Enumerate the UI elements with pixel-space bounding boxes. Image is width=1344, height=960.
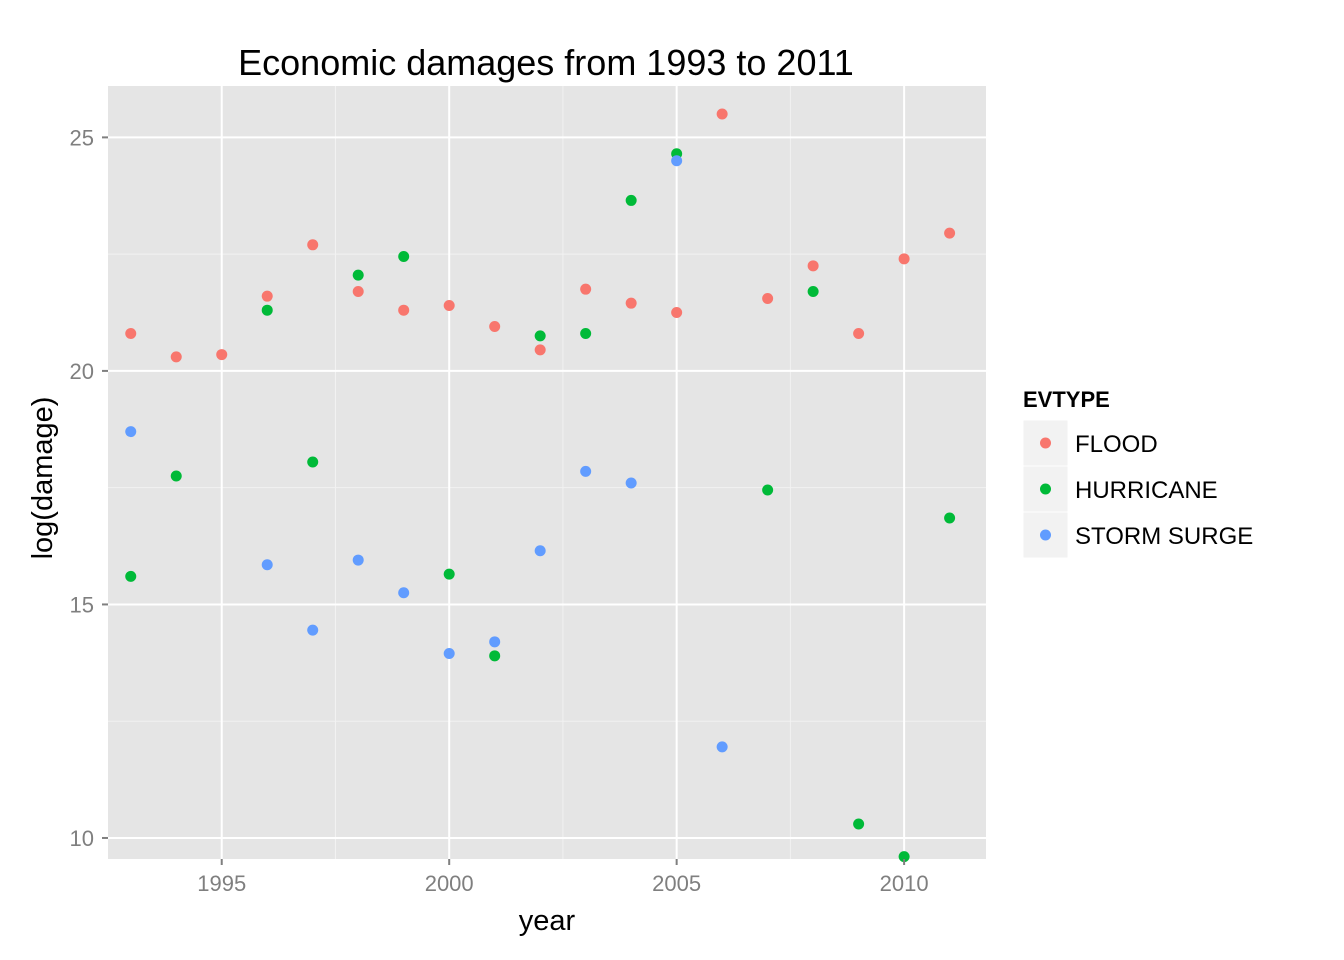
- storm-surge-point: [625, 477, 637, 489]
- hurricane-point: [307, 456, 319, 468]
- storm-surge-point: [534, 545, 546, 557]
- legend-swatch-flood: [1040, 437, 1051, 449]
- legend-label-hurricane: HURRICANE: [1075, 477, 1218, 504]
- hurricane-point: [398, 250, 410, 262]
- hurricane-point: [261, 304, 273, 316]
- x-tick-label: 2000: [425, 871, 474, 896]
- storm-surge-point: [125, 426, 137, 438]
- flood-point: [807, 260, 819, 272]
- minor-gridlines: [108, 86, 986, 859]
- storm-surge-point: [671, 155, 683, 167]
- hurricane-point: [762, 484, 774, 496]
- storm-surge-point: [307, 624, 319, 636]
- x-axis-title: year: [519, 905, 576, 937]
- flood-point: [261, 290, 273, 302]
- flood-point: [853, 328, 865, 340]
- y-axis-ticks: 10 15 20 25: [70, 125, 108, 851]
- flood-point: [762, 293, 774, 305]
- storm-surge-point: [398, 587, 410, 599]
- flood-point: [443, 300, 455, 312]
- flood-point: [125, 328, 137, 340]
- storm-surge-point: [580, 465, 592, 477]
- storm-surge-point: [489, 636, 501, 648]
- flood-point: [307, 239, 319, 251]
- flood-point: [625, 297, 637, 309]
- hurricane-point: [898, 851, 910, 863]
- storm-surge-point: [716, 741, 728, 753]
- legend-swatch-storm-surge: [1040, 529, 1051, 541]
- hurricane-point: [170, 470, 182, 482]
- y-tick-label: 20: [70, 359, 94, 384]
- legend: EVTYPE FLOOD HURRICANE STORM SURGE: [1022, 387, 1253, 559]
- legend-swatch-hurricane: [1040, 483, 1051, 495]
- legend-key-hurricane: [1022, 465, 1069, 513]
- flood-point: [170, 351, 182, 363]
- chart-title: Economic damages from 1993 to 2011: [238, 42, 854, 83]
- x-tick-label: 2005: [652, 871, 701, 896]
- hurricane-point: [853, 818, 865, 830]
- x-axis-ticks: 1995 2000 2005 2010: [197, 859, 929, 896]
- hurricane-point: [580, 328, 592, 340]
- storm-surge-point: [261, 559, 273, 571]
- hurricane-point: [534, 330, 546, 342]
- flood-point: [216, 349, 228, 361]
- flood-point: [534, 344, 546, 356]
- y-tick-label: 10: [70, 826, 94, 851]
- storm-surge-point: [352, 554, 364, 566]
- flood-point: [398, 304, 410, 316]
- y-tick-label: 15: [70, 592, 94, 617]
- flood-point: [489, 321, 501, 333]
- data-points: [125, 108, 956, 863]
- legend-label-flood: FLOOD: [1075, 431, 1158, 458]
- flood-point: [580, 283, 592, 295]
- y-axis-title: log(damage): [27, 397, 59, 560]
- hurricane-point: [443, 568, 455, 580]
- hurricane-point: [489, 650, 501, 662]
- flood-point: [671, 307, 683, 319]
- hurricane-point: [352, 269, 364, 281]
- x-tick-label: 2010: [880, 871, 929, 896]
- flood-point: [716, 108, 728, 120]
- x-tick-label: 1995: [197, 871, 246, 896]
- storm-surge-point: [443, 647, 455, 659]
- hurricane-point: [944, 512, 956, 524]
- legend-label-storm-surge: STORM SURGE: [1075, 523, 1253, 550]
- legend-title: EVTYPE: [1023, 387, 1110, 412]
- hurricane-point: [125, 570, 137, 582]
- hurricane-point: [807, 286, 819, 298]
- plot-panel: [108, 86, 986, 859]
- flood-point: [352, 286, 364, 298]
- hurricane-point: [625, 194, 637, 206]
- flood-point: [898, 253, 910, 265]
- y-tick-label: 25: [70, 125, 94, 150]
- flood-point: [944, 227, 956, 239]
- major-gridlines: [108, 86, 986, 859]
